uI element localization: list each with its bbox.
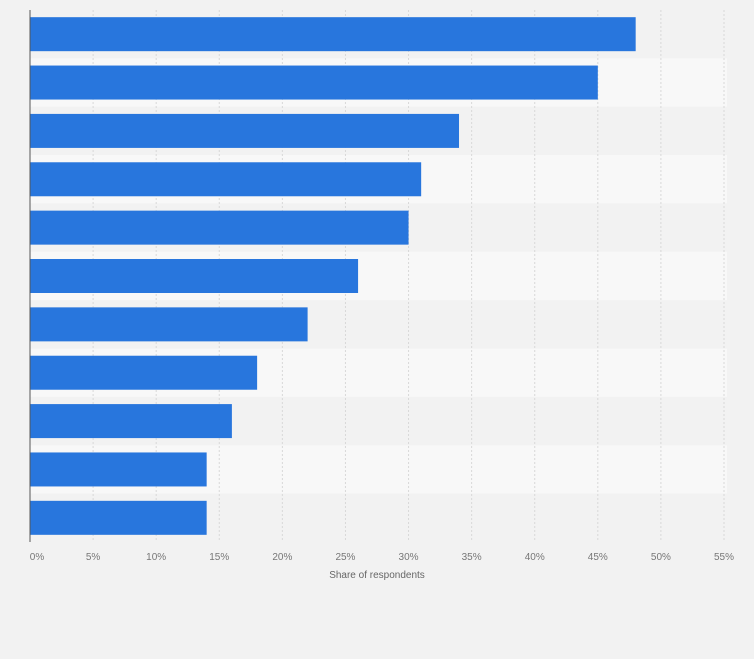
x-tick-label: 30% [399,552,419,563]
bar [30,113,460,148]
x-tick-label: 10% [146,552,166,563]
bar [30,259,359,293]
x-tick-label: 45% [588,552,608,563]
bar [30,210,409,245]
x-tick-label: 35% [462,552,482,563]
x-tick-label: 0% [30,552,45,563]
bar [30,307,308,342]
x-tick-label: 20% [272,552,292,563]
x-tick-label: 55% [714,552,734,563]
bar [30,500,207,535]
x-axis-label: Share of respondents [329,570,425,581]
x-tick-label: 50% [651,552,671,563]
bar [30,355,258,390]
x-tick-label: 5% [86,552,101,563]
bar [30,65,598,100]
x-tick-label: 15% [209,552,229,563]
bar [30,452,207,487]
x-tick-label: 25% [335,552,355,563]
bar [30,404,232,439]
x-tick-label: 40% [525,552,545,563]
bar [30,17,636,52]
bar [30,162,422,197]
